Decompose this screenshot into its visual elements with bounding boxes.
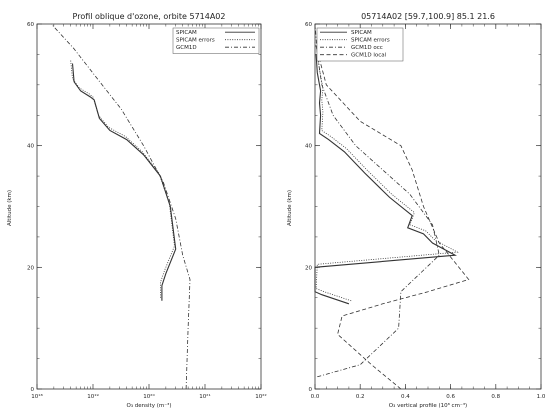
legend-label: SPICAM errors xyxy=(176,38,215,44)
y-tick-label: 60 xyxy=(305,22,312,28)
series-line-4 xyxy=(314,42,470,390)
x-tick-label: 1.0 xyxy=(537,394,546,400)
plot-area-left: 10¹⁸ 10¹⁹ 10²⁰ 10²¹ 10²² 0 20 40 60 SPICAM SPICAM … xyxy=(27,22,267,400)
x-tick-label: 0.0 xyxy=(311,394,320,400)
chart-title-left: Profil oblique d'ozone, orbite 5714A02 xyxy=(73,12,226,21)
chart-title-right: 05714A02 [59.7,100.9] 85.1 21.6 xyxy=(361,12,495,21)
x-tick-label: 10²¹ xyxy=(199,393,210,400)
x-tick-label: 10¹⁹ xyxy=(87,393,98,400)
y-tick-label: 0 xyxy=(31,387,35,393)
plot-frame xyxy=(36,23,262,390)
x-tick-label: 0.8 xyxy=(491,394,500,400)
x-tick-label: 0.6 xyxy=(446,394,455,400)
plot-frame xyxy=(314,23,542,390)
legend-box xyxy=(316,27,404,62)
legend-label: GCM1D local xyxy=(351,53,387,59)
y-tick-label: 40 xyxy=(27,144,34,150)
x-tick-label: 0.4 xyxy=(401,394,410,400)
series-line-3 xyxy=(314,23,440,378)
y-tick-label: 20 xyxy=(27,265,34,271)
y-tick-label: 60 xyxy=(27,22,34,28)
chart-panel-left: Profil oblique d'ozone, orbite 5714A02 1… xyxy=(7,12,267,409)
y-axis-label-right: Altitude (km) xyxy=(287,190,293,226)
legend-label: GCM1D xyxy=(176,45,197,51)
plot-area-right: 0.0 0.2 0.4 0.6 0.8 1.0 0 20 40 60 SPICAM SPICAM er… xyxy=(305,22,546,400)
x-tick-label: 0.2 xyxy=(356,394,365,400)
legend-label: SPICAM xyxy=(176,30,197,36)
y-tick-label: 40 xyxy=(305,144,312,150)
legend-label: SPICAM errors xyxy=(351,38,390,44)
x-tick-label: 10¹⁸ xyxy=(31,393,43,400)
x-axis-label-left: O₃ density (m⁻³) xyxy=(127,402,172,409)
x-tick-label: 10²⁰ xyxy=(143,393,155,400)
series-line-1 xyxy=(314,54,457,305)
legend-label: SPICAM xyxy=(351,30,372,36)
legend-label: GCM1D occ xyxy=(351,45,383,51)
series-line-2 xyxy=(70,60,175,298)
x-axis-label-right: O₃ vertical profile (10⁸ cm⁻³) xyxy=(389,402,467,409)
series-line-2 xyxy=(315,51,459,302)
chart-panel-right: 05714A02 [59.7,100.9] 85.1 21.6 0.0 0.2 0.… xyxy=(287,12,546,409)
y-tick-label: 20 xyxy=(305,265,312,271)
y-axis-label-left: Altitude (km) xyxy=(7,190,13,226)
series-line-3 xyxy=(51,23,191,390)
x-tick-label: 10²² xyxy=(255,393,266,400)
series-line-1 xyxy=(71,63,177,301)
y-tick-label: 0 xyxy=(309,387,313,393)
